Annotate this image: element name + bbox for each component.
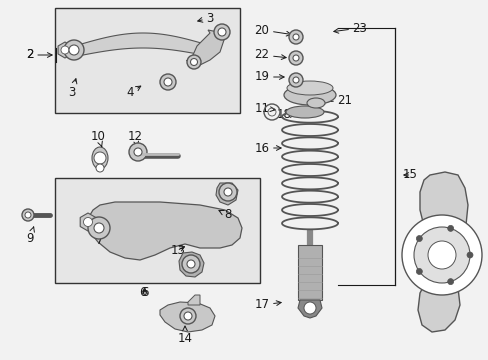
Text: 9: 9 — [26, 227, 34, 244]
Polygon shape — [80, 213, 96, 231]
Bar — [55, 178, 260, 283]
Text: 14: 14 — [177, 326, 192, 345]
Circle shape — [427, 241, 455, 269]
Circle shape — [288, 51, 303, 65]
Text: 17: 17 — [254, 298, 281, 311]
Polygon shape — [187, 295, 200, 305]
Circle shape — [134, 148, 142, 156]
Polygon shape — [88, 202, 242, 260]
Circle shape — [129, 143, 147, 161]
Circle shape — [61, 46, 69, 54]
Ellipse shape — [306, 98, 325, 108]
Circle shape — [22, 209, 34, 221]
Circle shape — [466, 252, 472, 258]
Circle shape — [288, 30, 303, 44]
Circle shape — [83, 217, 92, 226]
Circle shape — [183, 312, 192, 320]
Text: 1: 1 — [435, 241, 453, 255]
Circle shape — [292, 34, 298, 40]
Ellipse shape — [92, 147, 108, 169]
Ellipse shape — [286, 81, 332, 95]
Polygon shape — [58, 42, 72, 58]
Ellipse shape — [285, 106, 324, 118]
Polygon shape — [417, 172, 467, 332]
Circle shape — [64, 40, 84, 60]
Text: 11: 11 — [254, 102, 274, 114]
Text: 13: 13 — [170, 243, 185, 256]
Text: 20: 20 — [254, 23, 290, 36]
Circle shape — [214, 24, 229, 40]
Circle shape — [96, 164, 104, 172]
Ellipse shape — [284, 85, 335, 105]
Circle shape — [94, 152, 106, 164]
Text: 23: 23 — [333, 22, 366, 35]
Circle shape — [292, 77, 298, 83]
Text: 2: 2 — [26, 49, 34, 62]
Polygon shape — [297, 300, 321, 318]
Text: 3: 3 — [68, 79, 77, 99]
Text: 7: 7 — [96, 229, 104, 247]
Circle shape — [69, 45, 79, 55]
Circle shape — [415, 269, 422, 274]
Circle shape — [218, 28, 225, 36]
Text: 6: 6 — [139, 285, 146, 298]
Text: 10: 10 — [90, 130, 105, 147]
Text: 15: 15 — [402, 168, 417, 181]
Text: 22: 22 — [254, 49, 285, 62]
Circle shape — [219, 183, 237, 201]
Text: 6: 6 — [141, 287, 148, 300]
Text: 12: 12 — [127, 130, 142, 147]
Text: 4: 4 — [126, 86, 141, 99]
Polygon shape — [160, 302, 215, 332]
Circle shape — [415, 235, 422, 242]
Polygon shape — [78, 33, 207, 56]
Circle shape — [413, 227, 469, 283]
Circle shape — [447, 279, 453, 285]
Circle shape — [94, 223, 104, 233]
Bar — [297, 245, 321, 300]
Circle shape — [88, 217, 110, 239]
Circle shape — [224, 188, 231, 196]
Circle shape — [401, 215, 481, 295]
Text: 5: 5 — [186, 58, 199, 72]
Circle shape — [160, 74, 176, 90]
Text: 2: 2 — [26, 49, 52, 62]
Text: 21: 21 — [319, 94, 352, 107]
Circle shape — [182, 255, 200, 273]
Circle shape — [304, 302, 315, 314]
Text: 18: 18 — [276, 108, 295, 122]
Circle shape — [180, 308, 196, 324]
Text: 19: 19 — [254, 71, 284, 84]
Polygon shape — [179, 252, 203, 277]
Circle shape — [186, 55, 201, 69]
Polygon shape — [193, 30, 224, 65]
Text: 16: 16 — [254, 141, 281, 154]
Bar — [55, 8, 240, 113]
Circle shape — [447, 225, 453, 231]
Text: 3: 3 — [197, 12, 213, 24]
Circle shape — [25, 212, 31, 218]
Circle shape — [288, 73, 303, 87]
Text: 8: 8 — [219, 208, 231, 221]
Circle shape — [190, 58, 197, 66]
Polygon shape — [216, 183, 238, 205]
Circle shape — [186, 260, 195, 268]
Circle shape — [163, 78, 172, 86]
Circle shape — [292, 55, 298, 61]
